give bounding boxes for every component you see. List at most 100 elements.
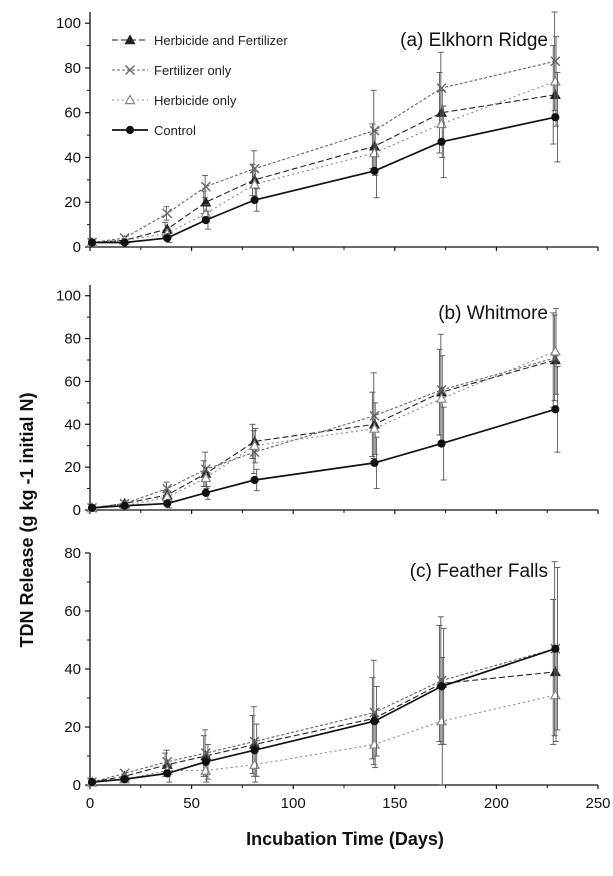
data-point-stroke-b: [436, 83, 447, 94]
data-point: [549, 345, 561, 356]
data-point-stroke-b: [436, 675, 447, 686]
data-point-stroke-b: [200, 181, 211, 192]
legend: Herbicide and Fertilizer Fertilizer only H…: [112, 33, 288, 138]
data-point: [549, 89, 561, 100]
series-2: [87, 561, 561, 788]
data-point: [119, 768, 130, 779]
data-point: [162, 208, 173, 219]
data-point: [120, 775, 129, 784]
data-point: [201, 216, 210, 225]
x-axis-title: Incubation Time (Days): [246, 829, 444, 849]
y-tick-label: 20: [64, 459, 81, 476]
data-point: [437, 137, 446, 146]
y-axis-title: TDN Release (g kg -1 initial N): [17, 392, 37, 647]
legend-entry: Fertilizer only: [112, 63, 232, 78]
data-point: [436, 675, 447, 686]
data-point: [549, 666, 561, 677]
data-point: [436, 83, 447, 94]
data-point: [437, 682, 446, 691]
y-tick-label: 80: [64, 545, 81, 562]
x-tick-label: 150: [382, 795, 407, 812]
data-point: [87, 778, 97, 787]
data-point-stroke-b: [162, 208, 173, 219]
y-tick-label: 0: [73, 502, 81, 519]
data-point: [120, 501, 129, 510]
legend-entry: Herbicide and Fertilizer: [112, 33, 288, 48]
y-tick-label: 40: [64, 661, 81, 678]
series-1: [86, 312, 561, 513]
legend-label: Herbicide and Fertilizer: [154, 33, 288, 48]
x-tick-label: 50: [183, 795, 200, 812]
y-tick-label: 100: [56, 288, 81, 305]
data-point-stroke-b: [200, 748, 211, 759]
legend-label: Herbicide only: [154, 93, 237, 108]
legend-marker-stroke-b: [125, 65, 135, 75]
y-tick-label: 40: [64, 416, 81, 433]
data-point: [436, 715, 448, 726]
y-tick-label: 40: [64, 149, 81, 166]
data-point: [369, 707, 380, 718]
data-point: [250, 475, 259, 485]
data-point: [436, 392, 448, 403]
x-tick-label: 0: [86, 795, 94, 812]
data-point: [551, 644, 560, 653]
series-line: [91, 359, 556, 509]
y-tick-label: 80: [64, 60, 81, 77]
series-3: [86, 648, 561, 787]
series-line: [91, 357, 556, 509]
chart-panels: 0 20 40 60 80 100 (a) Elkhorn Ridge 0 20 40 60 80 10…: [56, 11, 611, 812]
data-point: [549, 75, 561, 86]
series-4: [87, 365, 561, 512]
panel-title: (a) Elkhorn Ridge: [400, 30, 548, 51]
data-point: [250, 195, 259, 205]
y-tick-label: 100: [56, 15, 81, 32]
data-point-stroke-b: [550, 56, 561, 67]
data-point-stroke-b: [249, 163, 260, 174]
data-point: [200, 464, 211, 475]
data-point: [249, 439, 261, 450]
data-point: [368, 422, 380, 433]
data-point-stroke-b: [162, 756, 173, 767]
y-tick-label: 0: [73, 777, 81, 794]
y-tick-label: 80: [64, 331, 81, 348]
series-line: [92, 116, 556, 244]
legend-entry: Control: [112, 123, 196, 138]
series-line: [91, 648, 556, 783]
x-tick-label: 200: [484, 795, 509, 812]
data-point: [201, 757, 210, 766]
data-point: [249, 736, 260, 747]
data-point: [436, 385, 447, 395]
y-tick-label: 60: [64, 105, 81, 122]
panel-2: 0 20 40 60 80 100 (b) Whitmore: [56, 285, 599, 519]
series-line: [91, 60, 556, 244]
y-tick-label: 0: [73, 239, 81, 256]
data-point: [200, 196, 212, 207]
legend-label: Control: [154, 123, 196, 138]
data-point: [201, 488, 210, 497]
panel-title: (c) Feather Falls: [410, 561, 548, 582]
data-point: [163, 233, 172, 243]
data-point-stroke-b: [200, 464, 211, 475]
data-point: [200, 472, 212, 483]
data-point: [551, 113, 560, 122]
series-line: [91, 94, 556, 244]
y-tick-label: 60: [64, 373, 81, 390]
data-point: [437, 439, 446, 448]
data-point-stroke-b: [436, 385, 447, 395]
data-point: [249, 758, 261, 769]
series-3: [86, 308, 561, 513]
data-point: [87, 503, 97, 512]
series-1: [86, 598, 561, 787]
series-4: [87, 567, 561, 787]
data-point: [369, 410, 380, 421]
data-point-stroke-b: [162, 483, 173, 494]
data-point: [120, 238, 129, 247]
legend-marker: [124, 34, 136, 45]
series-line: [91, 694, 556, 783]
y-tick-label: 20: [64, 194, 81, 211]
data-point: [163, 769, 172, 778]
y-tick-label: 60: [64, 603, 81, 620]
y-tick-label: 20: [64, 719, 81, 736]
data-point: [249, 178, 261, 189]
